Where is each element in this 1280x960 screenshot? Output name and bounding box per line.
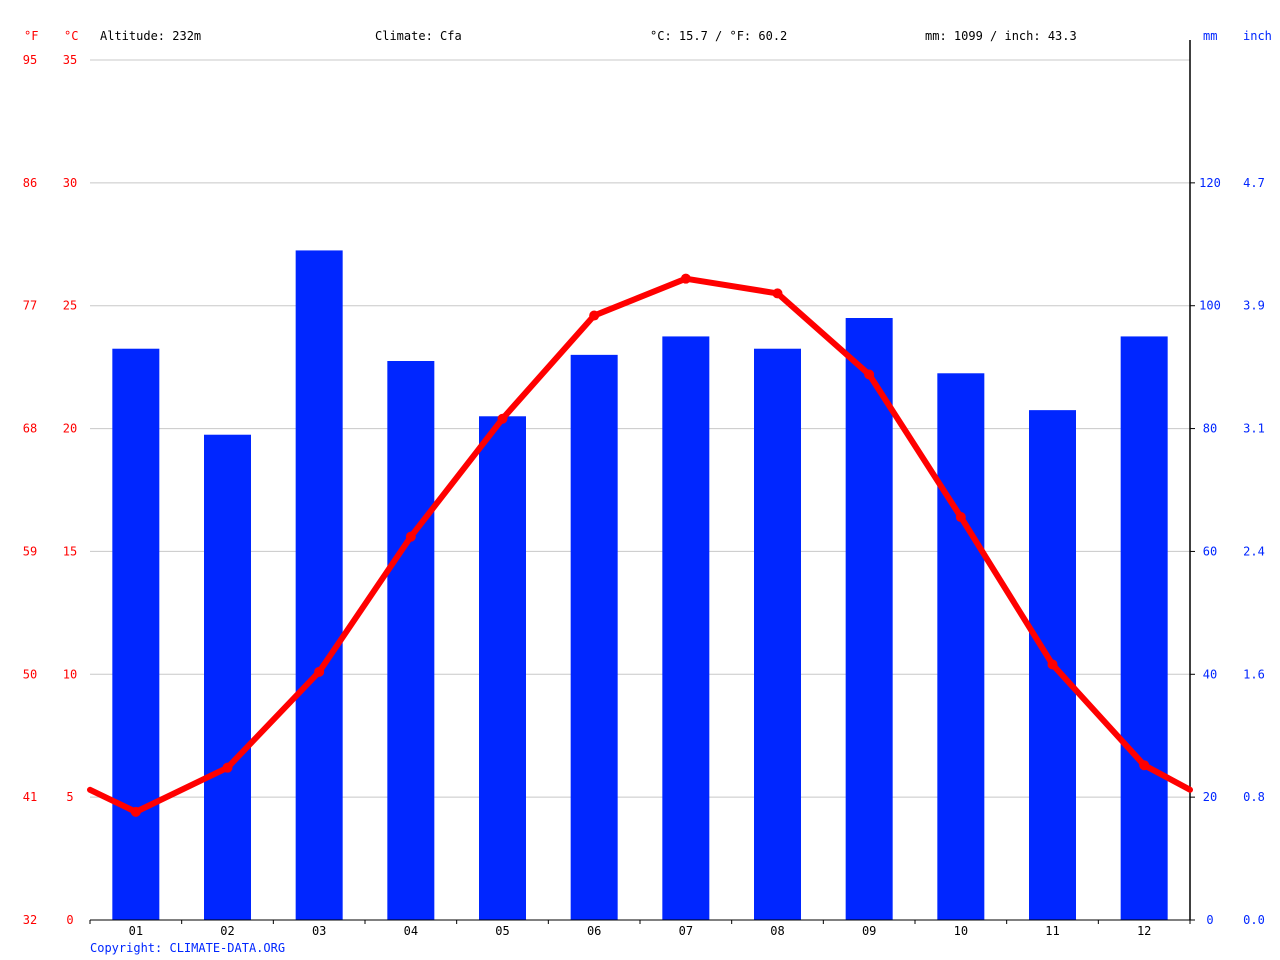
month-label: 05	[495, 924, 509, 938]
temperature-point	[1047, 659, 1058, 670]
celsius-tick-label: 5	[66, 790, 73, 804]
month-label: 01	[129, 924, 143, 938]
mm-tick-label: 80	[1203, 422, 1217, 436]
celsius-tick-label: 35	[63, 53, 77, 67]
celsius-tick-label: 0	[66, 913, 73, 927]
unit-fahrenheit-label: °F	[24, 29, 38, 43]
mm-tick-label: 100	[1199, 299, 1221, 313]
temperature-point	[955, 512, 966, 523]
precipitation-bar	[662, 336, 710, 920]
temperature-point	[772, 288, 783, 299]
fahrenheit-tick-label: 32	[23, 913, 37, 927]
temperature-point	[589, 310, 600, 321]
inch-tick-label: 2.4	[1243, 544, 1265, 558]
precipitation-bar	[479, 416, 526, 920]
fahrenheit-tick-label: 95	[23, 53, 37, 67]
axes	[89, 40, 1195, 924]
month-label: 07	[679, 924, 693, 938]
fahrenheit-tick-label: 41	[23, 790, 37, 804]
precipitation-bars	[112, 250, 1168, 920]
climate-label: Climate: Cfa	[375, 29, 462, 43]
month-label: 06	[587, 924, 601, 938]
mm-tick-label: 60	[1203, 544, 1217, 558]
temperature-point	[222, 762, 233, 773]
precipitation-bar	[1120, 336, 1168, 920]
mm-tick-label: 40	[1203, 667, 1217, 681]
inch-tick-label: 3.1	[1243, 422, 1265, 436]
temperature-point	[130, 806, 141, 817]
month-label: 02	[220, 924, 234, 938]
celsius-tick-label: 25	[63, 299, 77, 313]
precipitation-bar	[112, 348, 160, 920]
unit-inch-label: inch	[1243, 29, 1272, 43]
month-label: 08	[770, 924, 784, 938]
precipitation-summary: mm: 1099 / inch: 43.3	[925, 29, 1077, 43]
inch-tick-label: 4.7	[1243, 176, 1265, 190]
fahrenheit-tick-label: 68	[23, 422, 37, 436]
month-label: 12	[1137, 924, 1151, 938]
celsius-tick-label: 30	[63, 176, 77, 190]
celsius-tick-label: 20	[63, 422, 77, 436]
celsius-tick-label: 15	[63, 544, 77, 558]
grid-lines	[90, 59, 1190, 798]
temperature-polyline	[87, 275, 1193, 815]
tick-labels: 32 0 41 5 50 10 59 15 68 20 77 25 86 30 95 35 0 0.0 20 0.8 4…	[23, 53, 1265, 938]
month-label: 11	[1045, 924, 1059, 938]
temperature-summary: °C: 15.7 / °F: 60.2	[650, 29, 787, 43]
precipitation-bar	[754, 348, 801, 920]
temperature-point	[405, 531, 416, 542]
temperature-point	[497, 413, 508, 424]
fahrenheit-tick-label: 77	[23, 299, 37, 313]
precipitation-bar	[295, 250, 343, 920]
mm-tick-label: 20	[1203, 790, 1217, 804]
inch-tick-label: 0.0	[1243, 913, 1265, 927]
fahrenheit-tick-label: 50	[23, 667, 37, 681]
precipitation-bar	[937, 373, 985, 920]
temperature-point	[1139, 760, 1150, 771]
inch-tick-label: 0.8	[1243, 790, 1265, 804]
temperature-line	[87, 273, 1193, 817]
celsius-tick-label: 10	[63, 667, 77, 681]
inch-tick-label: 3.9	[1243, 299, 1265, 313]
inch-tick-label: 1.6	[1243, 667, 1265, 681]
mm-tick-label: 120	[1199, 176, 1221, 190]
temperature-point	[680, 273, 691, 284]
precipitation-bar	[845, 318, 893, 920]
altitude-label: Altitude: 232m	[100, 29, 201, 43]
unit-celsius-label: °C	[64, 29, 78, 43]
copyright-link[interactable]: Copyright: CLIMATE-DATA.ORG	[90, 941, 285, 955]
unit-mm-label: mm	[1203, 29, 1217, 43]
mm-tick-label: 0	[1206, 913, 1213, 927]
month-label: 04	[404, 924, 418, 938]
precipitation-bar	[204, 434, 251, 920]
temperature-point	[314, 666, 325, 677]
month-label: 09	[862, 924, 876, 938]
fahrenheit-tick-label: 86	[23, 176, 37, 190]
month-label: 10	[954, 924, 968, 938]
temperature-point	[864, 369, 875, 380]
precipitation-bar	[570, 354, 618, 920]
fahrenheit-tick-label: 59	[23, 544, 37, 558]
precipitation-bar	[387, 361, 435, 920]
month-label: 03	[312, 924, 326, 938]
